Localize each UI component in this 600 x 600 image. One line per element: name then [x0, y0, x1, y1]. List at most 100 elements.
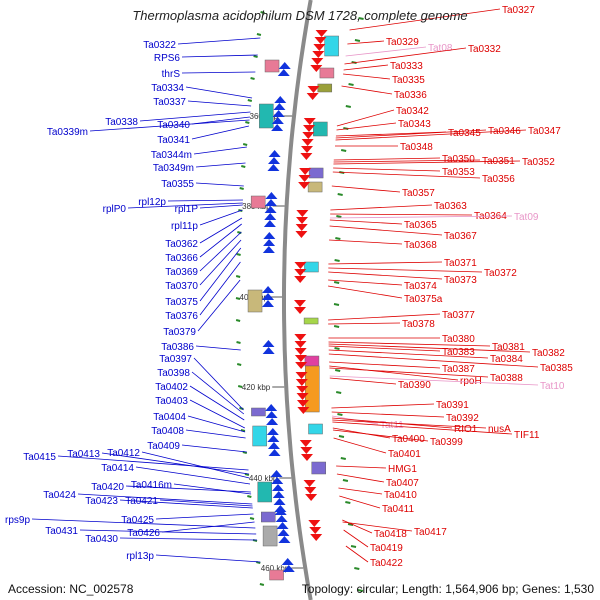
- leader-line-right: [330, 204, 433, 211]
- gene-label-right: rpoH: [460, 376, 482, 387]
- leader-line-left: [31, 518, 256, 529]
- leader-line-left: [161, 521, 255, 533]
- gene-label-left: Ta0337: [153, 97, 186, 108]
- leader-line-right: [336, 109, 395, 127]
- gene-label-right: Ta0332: [468, 44, 501, 55]
- gene-arrow-reverse: [265, 192, 278, 199]
- gene-label-right: Tat09: [514, 212, 539, 223]
- gene-arrow-forward: [295, 372, 308, 379]
- gene-arrow-forward: [295, 224, 308, 231]
- gene-label-right: TIF11: [514, 430, 540, 441]
- gene-arrow-reverse: [282, 565, 295, 572]
- leader-line-left: [89, 119, 250, 132]
- gene-label-right: Tat11: [380, 420, 404, 431]
- leader-line-right: [329, 215, 513, 219]
- gene-arrow-forward: [300, 447, 313, 454]
- leader-line-right: [343, 73, 391, 80]
- leader-line-right: [332, 419, 487, 429]
- gene-arrow-reverse: [265, 411, 278, 418]
- gene-label-left: Ta0431: [45, 526, 78, 537]
- gene-arrow-forward: [297, 407, 310, 414]
- leader-line-right: [335, 129, 527, 141]
- leader-line-left: [155, 554, 261, 563]
- gene-label-left: Ta0425: [121, 515, 154, 526]
- leader-line-right: [327, 285, 403, 299]
- gene-arrow-forward: [295, 231, 308, 238]
- gene-label-left: Ta0379: [163, 327, 196, 338]
- leader-line-right: [339, 495, 381, 509]
- leader-line-left: [189, 399, 246, 429]
- gene-label-right: Ta0392: [446, 413, 479, 424]
- gene-arrow-forward: [298, 182, 311, 189]
- leader-line-left: [119, 537, 258, 541]
- tick-mark-left: [245, 121, 250, 124]
- gene-label-left: Ta0362: [165, 239, 198, 250]
- gene-arrow-forward: [296, 210, 309, 217]
- leader-line-right: [328, 349, 489, 359]
- gene-label-left: Ta0403: [155, 396, 188, 407]
- leader-line-right: [345, 46, 427, 57]
- gene-label-left: Ta0366: [165, 253, 198, 264]
- leader-line-right: [329, 367, 489, 378]
- leader-line-left: [199, 231, 242, 272]
- gene-arrow-reverse: [262, 347, 275, 354]
- gene-label-left: rplP0: [103, 204, 127, 215]
- gene-arrow-forward: [310, 534, 323, 541]
- gene-label-left: Ta0415: [23, 452, 56, 463]
- gene-block: [257, 481, 273, 503]
- tick-mark-left: [235, 297, 241, 300]
- leader-line-right: [338, 487, 383, 495]
- tick-mark-left: [240, 429, 246, 432]
- gene-label-left: Ta0416m: [131, 480, 172, 491]
- gene-arrow-reverse: [271, 124, 284, 131]
- tick-mark-left: [237, 385, 243, 388]
- gene-block: [305, 365, 320, 413]
- tick-mark-left: [242, 451, 248, 454]
- gene-label-right: Ta0380: [442, 334, 475, 345]
- gene-label-right: Ta0353: [442, 167, 475, 178]
- gene-arrow-reverse: [262, 293, 275, 300]
- leader-line-left: [173, 483, 252, 495]
- leader-line-right: [332, 429, 429, 442]
- gene-arrow-reverse: [262, 246, 275, 253]
- leader-line-left: [57, 455, 249, 471]
- leader-line-left: [199, 261, 241, 316]
- gene-arrow-reverse: [271, 117, 284, 124]
- tick-mark-right: [340, 149, 347, 152]
- leader-line-right: [328, 313, 441, 321]
- tick-mark-right: [342, 479, 349, 482]
- gene-arrow-forward: [294, 348, 307, 355]
- tick-mark-left: [247, 495, 252, 498]
- gene-arrow-reverse: [267, 164, 280, 171]
- leader-line-right: [328, 271, 443, 280]
- gene-arrow-forward: [298, 175, 311, 182]
- tick-mark-left: [244, 473, 250, 476]
- tick-mark-left: [239, 187, 244, 190]
- gene-label-right: HMG1: [388, 464, 417, 475]
- tick-mark-right: [334, 347, 340, 350]
- leader-line-left: [191, 371, 245, 415]
- gene-label-left: Ta0375: [165, 297, 198, 308]
- gene-label-right: Ta0387: [442, 364, 475, 375]
- gene-arrow-reverse: [265, 404, 278, 411]
- tick-mark-left: [235, 275, 241, 278]
- gene-label-left: rpl1P: [175, 204, 199, 215]
- tick-mark-right: [348, 83, 354, 86]
- leader-line-right: [343, 529, 369, 548]
- gene-label-right: Ta0343: [398, 119, 431, 130]
- gene-arrow-reverse: [273, 498, 286, 505]
- gene-label-left: Ta0369: [165, 267, 198, 278]
- gene-arrow-reverse: [265, 199, 278, 206]
- gene-arrow-forward: [306, 93, 319, 100]
- gene-label-left: Ta0409: [147, 441, 180, 452]
- gene-arrow-reverse: [278, 536, 291, 543]
- gene-arrow-reverse: [262, 286, 275, 293]
- gene-label-left: Ta0412: [107, 448, 140, 459]
- gene-label-left: Ta0413: [67, 449, 100, 460]
- leader-line-left: [199, 204, 243, 209]
- gene-label-left: Ta0344m: [151, 150, 192, 161]
- leader-line-right: [333, 157, 441, 161]
- gene-arrow-reverse: [272, 491, 285, 498]
- gene-block: [262, 525, 278, 547]
- gene-label-right: Ta0384: [490, 354, 523, 365]
